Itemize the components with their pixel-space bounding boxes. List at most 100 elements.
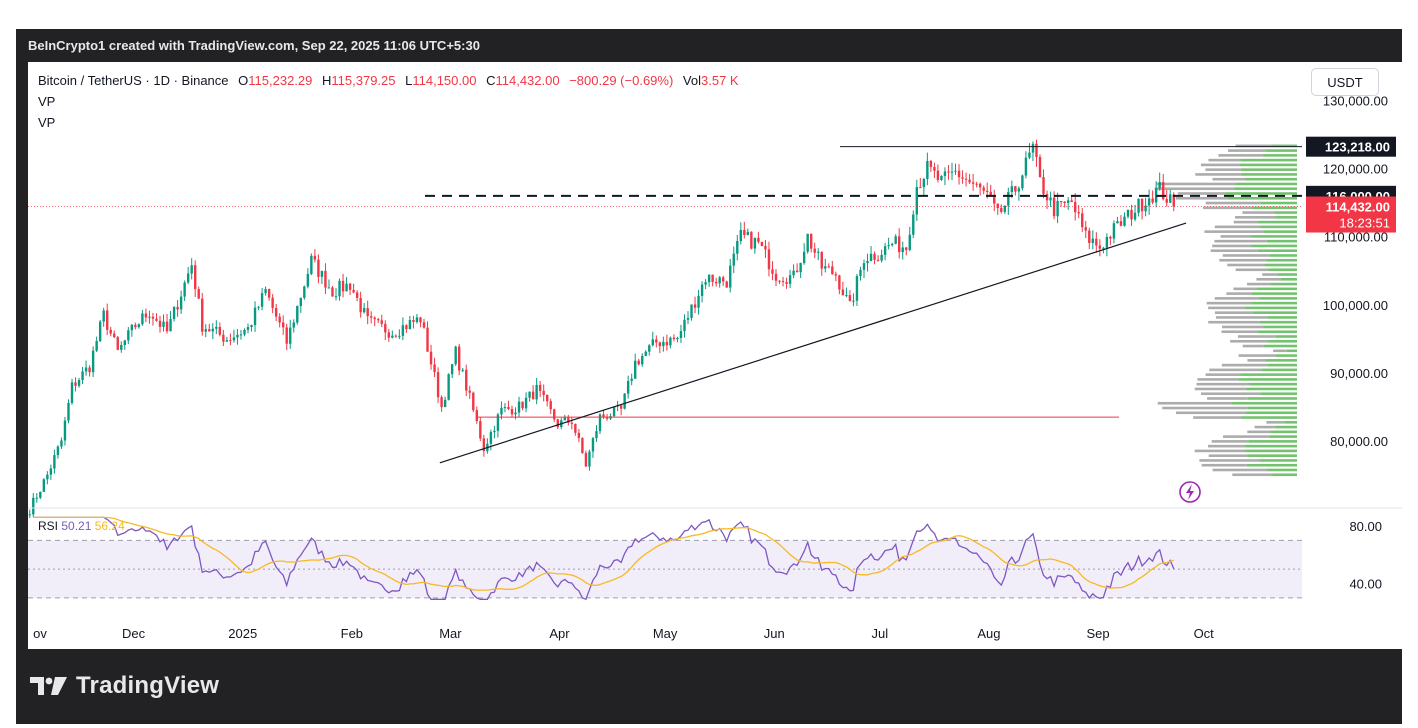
vp-bar-down bbox=[1195, 173, 1241, 176]
last-price-label-bg bbox=[1306, 196, 1396, 233]
y-tick-label: 90,000.00 bbox=[1330, 366, 1388, 381]
vp-bar-down bbox=[1175, 196, 1228, 200]
candle-body bbox=[91, 350, 95, 373]
vp-bar-down bbox=[1230, 339, 1269, 343]
candle-body bbox=[1105, 236, 1109, 248]
candle-body bbox=[465, 369, 468, 391]
candle-body bbox=[172, 306, 176, 319]
candle-body bbox=[201, 298, 204, 332]
vp-bar-down bbox=[1254, 425, 1275, 429]
candle-body bbox=[352, 289, 355, 293]
volume-profile bbox=[1154, 144, 1297, 477]
candle-body bbox=[190, 265, 193, 274]
candle-body bbox=[648, 345, 651, 352]
volume-label: Vol bbox=[682, 73, 701, 88]
candle-body bbox=[912, 214, 915, 235]
y-tick-label: 130,000.00 bbox=[1323, 94, 1388, 109]
candle-body bbox=[218, 326, 222, 335]
candle-body bbox=[929, 160, 933, 168]
currency-button[interactable]: USDT bbox=[1311, 68, 1379, 96]
candle-body bbox=[169, 318, 172, 332]
vp-bar-down bbox=[1242, 344, 1264, 348]
vp-bar-down bbox=[1242, 211, 1275, 214]
candle-body bbox=[419, 317, 422, 323]
candle-body bbox=[380, 320, 383, 324]
candle-body bbox=[243, 329, 246, 335]
vp-bar-down bbox=[1214, 225, 1261, 229]
candle-body bbox=[355, 292, 359, 298]
candle-body bbox=[831, 266, 834, 275]
candle-body bbox=[296, 305, 299, 323]
candle-body bbox=[211, 328, 214, 332]
axes: 130,000.00 120,000.00 110,000.00 100,000.00… bbox=[28, 94, 1402, 641]
vp-bar-up bbox=[1280, 278, 1297, 281]
candle-body bbox=[968, 179, 971, 183]
candle-body bbox=[503, 406, 507, 408]
lightning-icon-bolt bbox=[1186, 484, 1194, 500]
x-tick-label: Mar bbox=[439, 626, 462, 641]
vp-bar-up bbox=[1263, 344, 1297, 348]
candle-body bbox=[1021, 175, 1024, 189]
candle-body bbox=[714, 281, 718, 284]
vp-bar-up bbox=[1224, 192, 1297, 195]
vp-bar-down bbox=[1216, 316, 1268, 319]
close-label: C bbox=[486, 73, 496, 88]
candle-body bbox=[42, 479, 46, 492]
vp-bar-up bbox=[1245, 177, 1297, 181]
rsi-legend[interactable]: RSI 50.21 56.24 bbox=[38, 519, 125, 533]
candle-body bbox=[626, 381, 630, 394]
footer-brand[interactable]: TradingView bbox=[30, 672, 219, 700]
candle-body bbox=[334, 296, 338, 298]
candle-body bbox=[778, 280, 781, 282]
candle-body bbox=[1095, 238, 1098, 246]
candle-body bbox=[479, 421, 482, 439]
indicator-vp-2[interactable]: VP bbox=[38, 115, 56, 130]
candle-body bbox=[993, 196, 996, 204]
candle-body bbox=[905, 247, 908, 250]
candle-body bbox=[693, 304, 697, 308]
candle-body bbox=[116, 337, 119, 350]
x-tick-label: Oct bbox=[1194, 626, 1215, 641]
candle-body bbox=[838, 275, 841, 290]
candle-body bbox=[1140, 198, 1144, 212]
symbol-name[interactable]: Bitcoin / TetherUS · 1D · Binance bbox=[38, 73, 229, 88]
candle-body bbox=[725, 281, 728, 288]
candle-body bbox=[915, 187, 918, 215]
candle-body bbox=[676, 337, 679, 340]
x-tick-label: Feb bbox=[341, 626, 363, 641]
vp-bar-up bbox=[1251, 292, 1297, 295]
x-tick-label: Dec bbox=[122, 626, 146, 641]
candle-body bbox=[1137, 198, 1140, 213]
candle-body bbox=[936, 170, 940, 180]
candle-body bbox=[324, 270, 327, 288]
candle-body bbox=[443, 399, 447, 408]
candle-body bbox=[1147, 198, 1151, 206]
indicator-vp-1[interactable]: VP bbox=[38, 94, 56, 109]
vp-bar-up bbox=[1272, 473, 1297, 477]
candle-body bbox=[440, 397, 443, 408]
candle-body bbox=[577, 432, 581, 439]
candle-body bbox=[1172, 194, 1175, 207]
candle-body bbox=[232, 337, 236, 341]
vp-bar-up bbox=[1267, 468, 1297, 472]
candle-body bbox=[236, 334, 239, 338]
candle-body bbox=[426, 327, 429, 352]
candle-body bbox=[186, 273, 190, 283]
candle-body bbox=[683, 319, 686, 332]
candle-body bbox=[739, 229, 742, 242]
annotation-lines[interactable] bbox=[28, 146, 1302, 503]
vp-bar-down bbox=[1214, 239, 1267, 243]
vp-bar-up bbox=[1251, 244, 1297, 248]
vp-bar-up bbox=[1240, 373, 1297, 376]
lightning-icon bbox=[1179, 481, 1201, 503]
vp-bar-down bbox=[1266, 421, 1285, 424]
candle-body bbox=[204, 329, 207, 332]
candle-body bbox=[341, 280, 345, 292]
candle-body bbox=[137, 324, 141, 328]
candle-body bbox=[697, 295, 700, 308]
candle-body bbox=[496, 414, 500, 431]
vp-bar-down bbox=[1208, 320, 1260, 324]
candle-body bbox=[954, 170, 957, 172]
symbol-legend[interactable]: Bitcoin / TetherUS · 1D · Binance O115,2… bbox=[38, 73, 739, 88]
